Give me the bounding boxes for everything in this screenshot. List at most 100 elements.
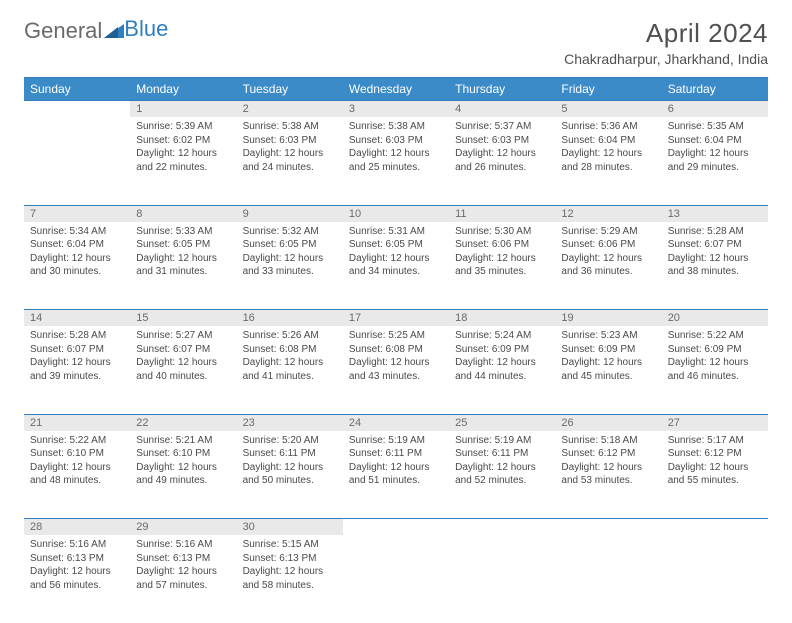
day-cell-body: Sunrise: 5:28 AMSunset: 6:07 PMDaylight:…	[662, 222, 768, 285]
day-sunset: Sunset: 6:12 PM	[561, 447, 655, 461]
day-sunrise: Sunrise: 5:33 AM	[136, 225, 230, 239]
day-sunrise: Sunrise: 5:23 AM	[561, 329, 655, 343]
day-number-cell: 14	[24, 310, 130, 327]
month-title: April 2024	[564, 18, 768, 49]
day-cell-body: Sunrise: 5:32 AMSunset: 6:05 PMDaylight:…	[237, 222, 343, 285]
day-content-cell	[343, 535, 449, 623]
day-daylight: Daylight: 12 hours and 57 minutes.	[136, 565, 230, 592]
day-sunrise: Sunrise: 5:34 AM	[30, 225, 124, 239]
logo-triangle-icon	[104, 18, 124, 44]
day-cell-body: Sunrise: 5:15 AMSunset: 6:13 PMDaylight:…	[237, 535, 343, 598]
day-cell-body: Sunrise: 5:34 AMSunset: 6:04 PMDaylight:…	[24, 222, 130, 285]
day-sunrise: Sunrise: 5:22 AM	[668, 329, 762, 343]
day-sunset: Sunset: 6:13 PM	[136, 552, 230, 566]
day-daylight: Daylight: 12 hours and 24 minutes.	[243, 147, 337, 174]
day-content-cell: Sunrise: 5:20 AMSunset: 6:11 PMDaylight:…	[237, 431, 343, 519]
day-content-cell: Sunrise: 5:30 AMSunset: 6:06 PMDaylight:…	[449, 222, 555, 310]
day-number-cell: 18	[449, 310, 555, 327]
calendar-body: 123456Sunrise: 5:39 AMSunset: 6:02 PMDay…	[24, 101, 768, 623]
day-number-cell: 28	[24, 519, 130, 536]
day-number-cell: 16	[237, 310, 343, 327]
day-cell-body: Sunrise: 5:25 AMSunset: 6:08 PMDaylight:…	[343, 326, 449, 389]
day-cell-body: Sunrise: 5:21 AMSunset: 6:10 PMDaylight:…	[130, 431, 236, 494]
calendar-page: General Blue April 2024 Chakradharpur, J…	[0, 0, 792, 623]
day-sunset: Sunset: 6:07 PM	[136, 343, 230, 357]
day-sunrise: Sunrise: 5:35 AM	[668, 120, 762, 134]
day-cell-body: Sunrise: 5:19 AMSunset: 6:11 PMDaylight:…	[343, 431, 449, 494]
day-cell-body: Sunrise: 5:17 AMSunset: 6:12 PMDaylight:…	[662, 431, 768, 494]
day-daylight: Daylight: 12 hours and 49 minutes.	[136, 461, 230, 488]
day-daylight: Daylight: 12 hours and 44 minutes.	[455, 356, 549, 383]
day-daylight: Daylight: 12 hours and 41 minutes.	[243, 356, 337, 383]
day-daylight: Daylight: 12 hours and 45 minutes.	[561, 356, 655, 383]
day-sunrise: Sunrise: 5:38 AM	[243, 120, 337, 134]
weekday-header: Wednesday	[343, 78, 449, 101]
day-content-cell: Sunrise: 5:39 AMSunset: 6:02 PMDaylight:…	[130, 117, 236, 205]
day-content-cell: Sunrise: 5:35 AMSunset: 6:04 PMDaylight:…	[662, 117, 768, 205]
day-sunrise: Sunrise: 5:30 AM	[455, 225, 549, 239]
day-sunrise: Sunrise: 5:22 AM	[30, 434, 124, 448]
day-sunrise: Sunrise: 5:25 AM	[349, 329, 443, 343]
weekday-header-row: Sunday Monday Tuesday Wednesday Thursday…	[24, 78, 768, 101]
day-sunset: Sunset: 6:13 PM	[243, 552, 337, 566]
day-sunset: Sunset: 6:03 PM	[455, 134, 549, 148]
day-cell-body: Sunrise: 5:28 AMSunset: 6:07 PMDaylight:…	[24, 326, 130, 389]
day-cell-body: Sunrise: 5:26 AMSunset: 6:08 PMDaylight:…	[237, 326, 343, 389]
day-sunrise: Sunrise: 5:26 AM	[243, 329, 337, 343]
day-sunset: Sunset: 6:05 PM	[243, 238, 337, 252]
logo-text-blue: Blue	[124, 16, 168, 42]
day-content-cell: Sunrise: 5:22 AMSunset: 6:10 PMDaylight:…	[24, 431, 130, 519]
day-number-cell: 12	[555, 205, 661, 222]
day-sunset: Sunset: 6:12 PM	[668, 447, 762, 461]
title-block: April 2024 Chakradharpur, Jharkhand, Ind…	[564, 18, 768, 67]
day-daylight: Daylight: 12 hours and 34 minutes.	[349, 252, 443, 279]
day-sunrise: Sunrise: 5:16 AM	[136, 538, 230, 552]
day-cell-body: Sunrise: 5:36 AMSunset: 6:04 PMDaylight:…	[555, 117, 661, 180]
day-sunrise: Sunrise: 5:24 AM	[455, 329, 549, 343]
day-sunset: Sunset: 6:02 PM	[136, 134, 230, 148]
day-cell-body: Sunrise: 5:20 AMSunset: 6:11 PMDaylight:…	[237, 431, 343, 494]
day-content-cell: Sunrise: 5:33 AMSunset: 6:05 PMDaylight:…	[130, 222, 236, 310]
day-sunrise: Sunrise: 5:31 AM	[349, 225, 443, 239]
page-header: General Blue April 2024 Chakradharpur, J…	[24, 18, 768, 67]
day-number-cell: 24	[343, 414, 449, 431]
day-sunset: Sunset: 6:05 PM	[136, 238, 230, 252]
weekday-header: Monday	[130, 78, 236, 101]
day-sunrise: Sunrise: 5:38 AM	[349, 120, 443, 134]
day-sunset: Sunset: 6:11 PM	[243, 447, 337, 461]
day-sunset: Sunset: 6:07 PM	[30, 343, 124, 357]
day-number-row: 282930	[24, 519, 768, 536]
day-daylight: Daylight: 12 hours and 52 minutes.	[455, 461, 549, 488]
day-sunset: Sunset: 6:04 PM	[668, 134, 762, 148]
day-number-cell: 10	[343, 205, 449, 222]
day-number-cell: 15	[130, 310, 236, 327]
day-content-cell	[555, 535, 661, 623]
day-number-cell: 13	[662, 205, 768, 222]
day-number-cell: 11	[449, 205, 555, 222]
day-daylight: Daylight: 12 hours and 51 minutes.	[349, 461, 443, 488]
location-subtitle: Chakradharpur, Jharkhand, India	[564, 51, 768, 67]
day-content-row: Sunrise: 5:34 AMSunset: 6:04 PM Daylight:…	[24, 222, 768, 310]
day-content-row: Sunrise: 5:39 AMSunset: 6:02 PMDaylight:…	[24, 117, 768, 205]
day-number-row: 78910111213	[24, 205, 768, 222]
day-sunrise: Sunrise: 5:28 AM	[668, 225, 762, 239]
day-number-cell: 25	[449, 414, 555, 431]
day-sunset: Sunset: 6:11 PM	[455, 447, 549, 461]
day-daylight: Daylight: 12 hours and 58 minutes.	[243, 565, 337, 592]
day-number-row: 21222324252627	[24, 414, 768, 431]
day-sunset: Sunset: 6:04 PM	[30, 238, 124, 252]
day-content-cell: Sunrise: 5:19 AMSunset: 6:11 PMDaylight:…	[343, 431, 449, 519]
day-number-cell	[555, 519, 661, 536]
day-sunset: Sunset: 6:05 PM	[349, 238, 443, 252]
day-content-cell: Sunrise: 5:23 AMSunset: 6:09 PMDaylight:…	[555, 326, 661, 414]
day-daylight: Daylight: 12 hours and 35 minutes.	[455, 252, 549, 279]
logo-text-gray: General	[24, 18, 102, 44]
day-content-cell: Sunrise: 5:25 AMSunset: 6:08 PMDaylight:…	[343, 326, 449, 414]
day-content-row: Sunrise: 5:16 AMSunset: 6:13 PMDaylight:…	[24, 535, 768, 623]
day-daylight: Daylight: 12 hours and 48 minutes.	[30, 461, 124, 488]
day-sunrise: Sunrise: 5:28 AM	[30, 329, 124, 343]
day-daylight: Daylight: 12 hours and 43 minutes.	[349, 356, 443, 383]
day-daylight: Daylight: 12 hours and 31 minutes.	[136, 252, 230, 279]
day-content-cell: Sunrise: 5:16 AMSunset: 6:13 PMDaylight:…	[130, 535, 236, 623]
day-cell-body: Sunrise: 5:18 AMSunset: 6:12 PMDaylight:…	[555, 431, 661, 494]
